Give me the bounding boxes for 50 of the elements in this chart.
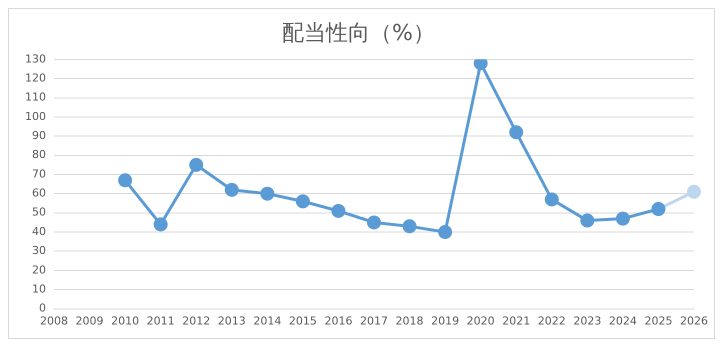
point (474, 59, 488, 70)
x-tick-label: 2025 (644, 314, 672, 328)
x-tick-label: 2009 (76, 314, 104, 328)
x-tick-label: 2022 (538, 314, 566, 328)
x-tick-label: 2019 (431, 314, 460, 328)
point (687, 184, 702, 199)
point (544, 192, 559, 206)
point (438, 225, 452, 240)
point (402, 219, 417, 234)
x-tick-label: 2016 (324, 314, 352, 328)
y-tick-label: 50 (32, 206, 46, 219)
point (118, 173, 132, 188)
point (296, 194, 310, 208)
x-tick-label: 2024 (608, 314, 637, 328)
y-tick-label: 120 (24, 71, 46, 84)
y-tick-label: 0 (38, 302, 46, 315)
point (224, 182, 239, 197)
y-tick-label: 60 (32, 186, 46, 200)
y-tick-label: 40 (32, 224, 46, 238)
point (189, 158, 204, 172)
point (616, 212, 630, 226)
x-tick-label: 2018 (396, 314, 424, 328)
point (580, 214, 594, 228)
y-tick-label: 100 (24, 110, 46, 123)
chart-title: 配当性向（%） (282, 20, 435, 46)
x-tick-label: 2013 (218, 314, 246, 328)
x-tick-label: 2026 (680, 314, 708, 328)
point (331, 204, 346, 218)
point (367, 215, 381, 230)
x-tick-label: 2012 (182, 314, 210, 328)
x-tick-label: 2010 (111, 314, 140, 328)
x-tick-label: 2011 (146, 314, 175, 328)
x-tick-label: 2017 (360, 314, 388, 328)
point (154, 217, 168, 232)
x-tick-label: 2020 (466, 314, 495, 328)
y-tick-label: 20 (32, 263, 46, 276)
x-tick-label: 2015 (288, 314, 317, 328)
y-tick-label: 10 (32, 282, 46, 296)
x-tick-label: 2021 (502, 314, 530, 328)
y-tick-label: 70 (32, 167, 46, 180)
y-tick-label: 30 (32, 244, 46, 258)
point (509, 125, 524, 140)
y-tick-label: 80 (32, 148, 46, 162)
y-tick-label: 90 (32, 129, 46, 142)
x-tick-label: 2014 (253, 314, 282, 328)
y-tick-label: 110 (24, 90, 46, 104)
point (260, 186, 274, 201)
y-tick-label: 130 (24, 52, 46, 66)
x-tick-label: 2008 (40, 314, 68, 328)
x-tick-label: 2023 (573, 314, 602, 328)
